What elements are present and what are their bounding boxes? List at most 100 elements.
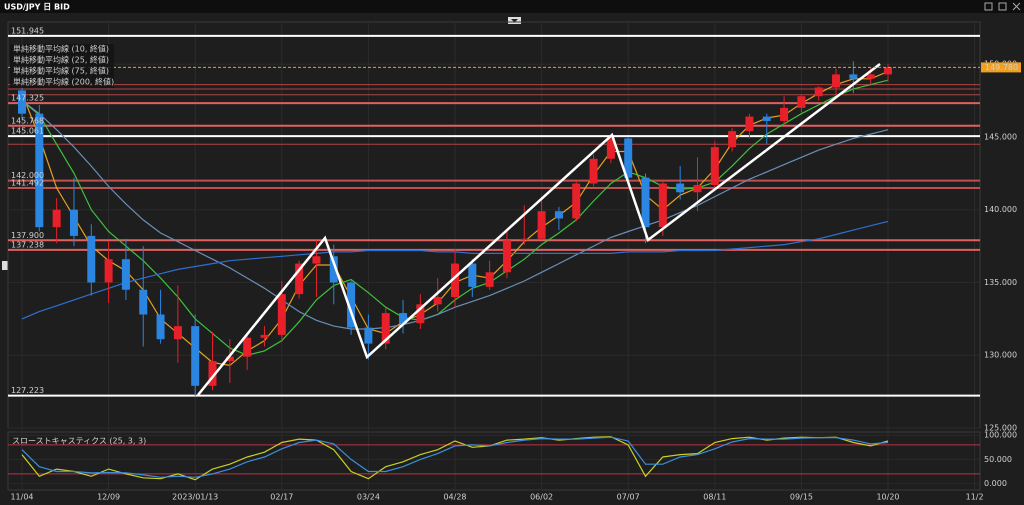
- legend-entry: 単純移動平均線 (200, 終値): [13, 77, 114, 87]
- candle-body: [624, 138, 633, 178]
- candle-body: [173, 326, 182, 340]
- level-label: 137.900: [11, 231, 44, 240]
- legend-box: [10, 44, 114, 88]
- current-price-label: 149.780: [985, 63, 1018, 72]
- y-tick-label: 130.000: [984, 351, 1017, 360]
- current-price-tag: [981, 62, 1021, 73]
- candle-body: [381, 313, 390, 344]
- stochastic-line: [21, 436, 889, 478]
- level-label: 142.000: [11, 171, 44, 180]
- x-tick-label: 10/20: [876, 493, 899, 502]
- x-tick-label: 03/24: [357, 493, 380, 502]
- x-tick-label: 2023/01/13: [172, 493, 218, 502]
- candle-body: [364, 327, 373, 344]
- candle-body: [866, 74, 875, 79]
- candle-body: [468, 263, 477, 287]
- y-tick-label: 0.000: [984, 479, 1007, 488]
- panel-title: スローストキャスティクス (25, 3, 3): [12, 437, 146, 446]
- candle-body: [18, 90, 26, 114]
- candle-body: [485, 272, 494, 287]
- candle-body: [606, 138, 615, 159]
- header-bar: [0, 0, 1024, 13]
- candle-body: [69, 209, 78, 236]
- candle-body: [156, 314, 165, 340]
- candle-body: [572, 183, 581, 219]
- maximize-icon[interactable]: [998, 2, 1007, 11]
- candle-body: [780, 107, 789, 121]
- candle-body: [121, 259, 130, 290]
- candle-body: [416, 304, 425, 324]
- candle-body: [710, 147, 719, 185]
- y-tick-label: 125.000: [984, 424, 1017, 433]
- candle-body: [762, 116, 771, 121]
- close-icon[interactable]: [1012, 2, 1021, 11]
- candle-body: [104, 259, 113, 283]
- candle-body: [225, 356, 234, 362]
- x-tick-label: 08/11: [703, 493, 726, 502]
- candle-body: [520, 238, 529, 241]
- candle-body: [52, 209, 61, 228]
- collapse-arrow: [511, 19, 518, 23]
- level-label: 145.061: [11, 127, 44, 136]
- candle-body: [537, 211, 546, 239]
- legend-entry: 単純移動平均線 (25, 終値): [13, 55, 109, 65]
- candle-body: [502, 240, 511, 273]
- candle-body: [295, 263, 304, 295]
- candle-body: [589, 158, 598, 184]
- x-tick-label: 06/02: [530, 493, 553, 502]
- x-tick-label: 02/17: [270, 493, 293, 502]
- x-tick-label: 11/2: [966, 493, 984, 502]
- candle-body: [693, 184, 702, 193]
- level-label: 147.325: [11, 94, 44, 103]
- candle-body: [260, 334, 269, 338]
- candle-body: [554, 211, 563, 219]
- candle-body: [243, 337, 252, 357]
- x-tick-label: 07/07: [617, 493, 640, 502]
- y-tick-label: 140.000: [984, 205, 1017, 214]
- level-label: 127.223: [11, 386, 44, 395]
- x-tick-label: 09/15: [790, 493, 813, 502]
- candle-body: [884, 67, 892, 75]
- side-tab[interactable]: [2, 261, 8, 270]
- y-tick-label: 50.000: [984, 455, 1012, 464]
- y-tick-label: 145.000: [984, 132, 1017, 141]
- level-label: 141.492: [11, 179, 44, 188]
- plot-content: [8, 22, 980, 490]
- legend-entry: 単純移動平均線 (75, 終値): [13, 66, 109, 76]
- stochastic-panel: [7, 431, 981, 491]
- candle-body: [658, 183, 667, 228]
- candle-body: [87, 235, 96, 283]
- candle-body: [451, 263, 459, 298]
- candle-body: [35, 113, 44, 228]
- candle-body: [208, 361, 217, 386]
- x-tick-label: 04/28: [443, 493, 466, 502]
- candle-body: [347, 282, 356, 328]
- candle-body: [797, 96, 806, 108]
- trend-drawing: [197, 63, 881, 396]
- y-tick-label: 135.000: [984, 278, 1017, 287]
- candle-body: [745, 116, 754, 132]
- level-label: 151.945: [11, 26, 44, 35]
- overlay: 11/04 12/09 2023/01/13 02/17 03/24 04/28 06/02…: [8, 26, 1021, 502]
- menu-icon[interactable]: [984, 2, 993, 11]
- candle-body: [191, 326, 200, 386]
- candle-body: [399, 313, 408, 324]
- candle-body: [849, 74, 858, 79]
- x-tick-label: 12/09: [97, 493, 120, 502]
- x-tick-label: 11/04: [10, 493, 33, 502]
- legend-entry: 単純移動平均線 (10, 終値): [13, 44, 109, 54]
- candle-body: [676, 183, 685, 193]
- candle-body: [641, 177, 650, 228]
- candle-body: [728, 131, 737, 148]
- candle-body: [832, 74, 841, 88]
- candle-body: [312, 256, 321, 264]
- candle-body: [277, 294, 286, 335]
- y-tick-label: 100.000: [984, 431, 1017, 440]
- candle-body: [329, 256, 338, 283]
- candle-body: [814, 87, 823, 97]
- candle-body: [139, 289, 148, 315]
- candle-body: [433, 297, 442, 305]
- level-label: 137.238: [11, 240, 44, 249]
